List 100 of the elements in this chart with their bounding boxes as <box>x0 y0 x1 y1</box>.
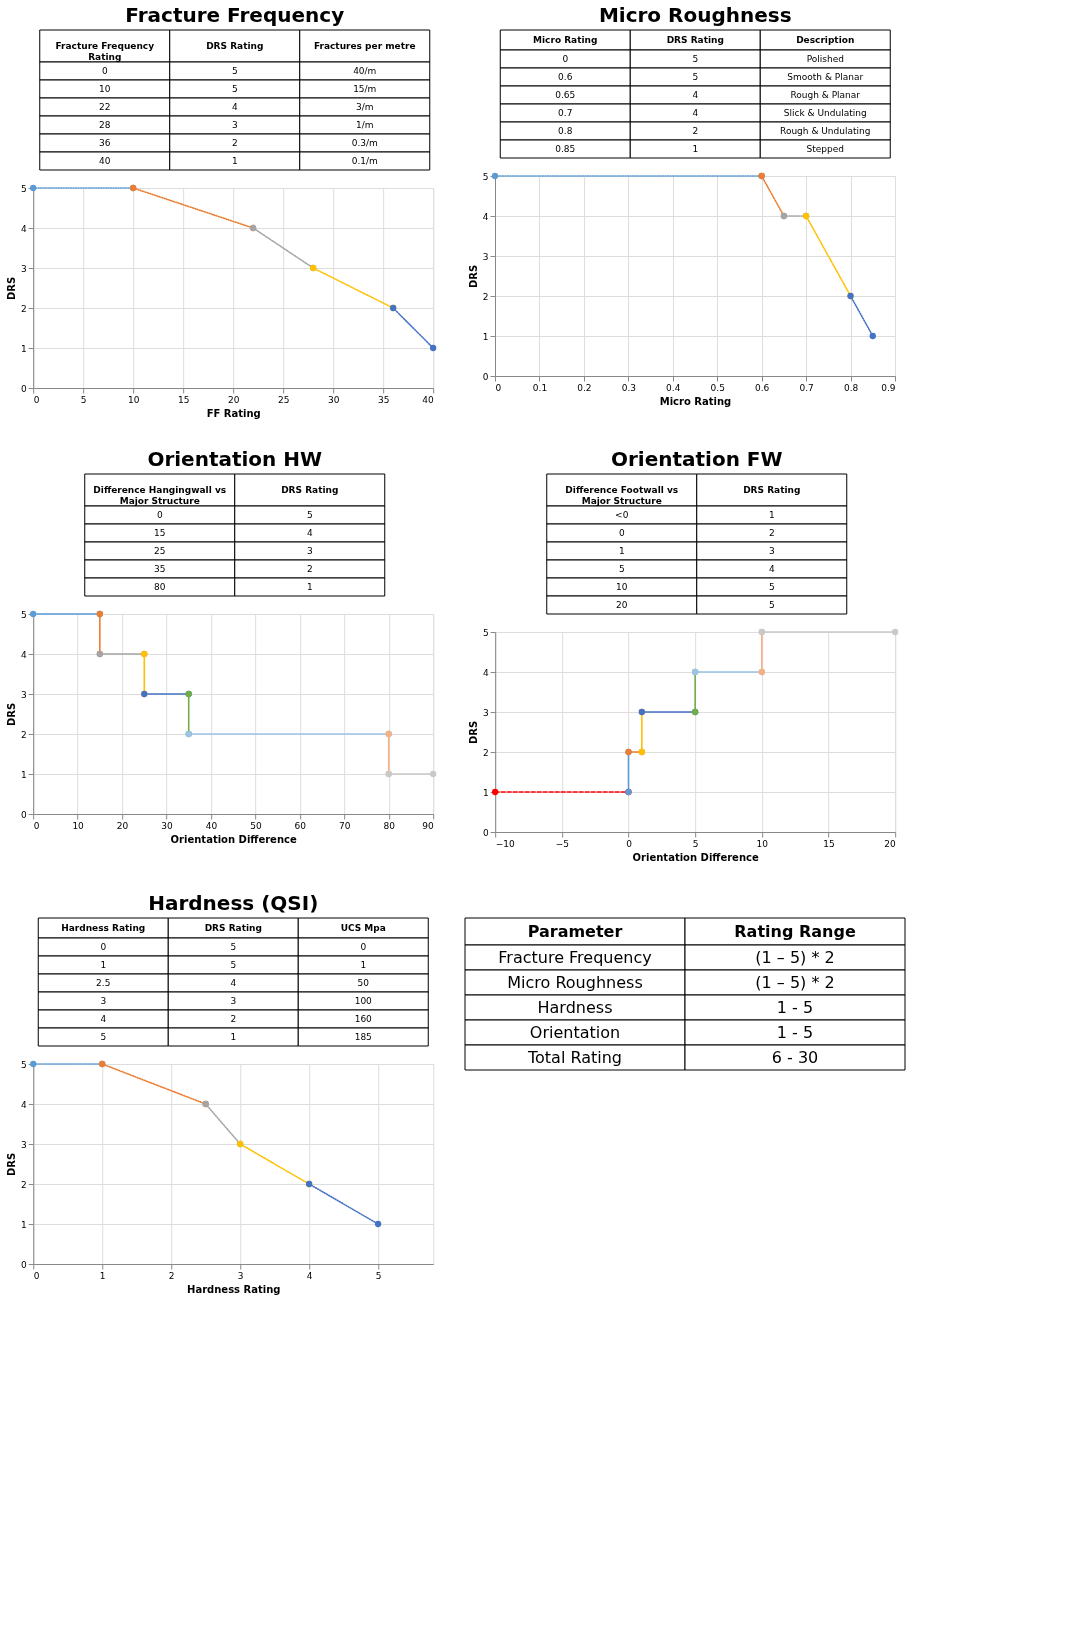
x-tick-label: 90 <box>422 820 434 831</box>
y-tick-label: 0 <box>20 809 27 820</box>
text: 1 <box>230 1032 237 1042</box>
text: 5 <box>230 942 237 952</box>
text: 35 <box>154 564 166 574</box>
x-tick-label: 40 <box>422 394 434 405</box>
text: 3 <box>768 546 775 556</box>
text: 1 <box>768 510 775 520</box>
category-label: DRS Rating <box>281 485 339 495</box>
text: 15 <box>154 528 166 538</box>
text: 2 <box>306 564 313 574</box>
text: Slick & Undulating <box>783 108 867 118</box>
x-tick-label: 30 <box>161 820 173 831</box>
text: 5 <box>306 510 313 520</box>
text: 0 <box>101 66 108 76</box>
text: 160 <box>354 1014 373 1024</box>
category-label: Rating Range <box>734 921 856 941</box>
y-tick-label: 5 <box>20 183 27 194</box>
text: Smooth & Planar <box>787 72 864 82</box>
y-tick-label: 5 <box>21 1059 27 1070</box>
text: 10 <box>99 84 111 94</box>
text: 5 <box>768 600 775 610</box>
text: Rough & Planar <box>790 90 861 100</box>
y-tick-label: 0 <box>482 371 489 382</box>
x-tick-label: 4 <box>306 1270 313 1281</box>
text: 0.6 <box>558 72 573 82</box>
x-tick-label: 1 <box>99 1270 106 1281</box>
text: 3 <box>306 546 313 556</box>
text: 1 <box>306 582 313 592</box>
text: <0 <box>615 510 629 520</box>
text: 1 <box>231 156 238 166</box>
y-tick-label: 4 <box>21 1099 28 1110</box>
text: 2 <box>692 126 699 136</box>
x-tick-label: 70 <box>339 820 351 831</box>
text: 0.7 <box>558 108 573 118</box>
text: 0.3/m <box>351 138 378 148</box>
x-tick-label: 30 <box>327 394 340 405</box>
text: 1 <box>618 546 625 556</box>
text: 36 <box>99 138 111 148</box>
y-tick-label: 4 <box>20 649 27 660</box>
category-label: Micro Rating <box>533 35 598 45</box>
y-tick-label: 5 <box>20 609 27 620</box>
y-tick-label: 4 <box>482 211 489 222</box>
text: 5 <box>618 564 625 574</box>
text: 3 <box>231 120 238 130</box>
y-tick-label: 3 <box>20 263 27 274</box>
y-tick-label: 1 <box>20 343 27 354</box>
category-label: Description <box>796 35 855 45</box>
x-tick-label: 0.4 <box>666 382 681 393</box>
x-tick-label: 0 <box>626 838 633 849</box>
text: 0.1/m <box>351 156 378 166</box>
text: Micro Roughness <box>507 972 643 992</box>
text: 80 <box>154 582 166 592</box>
text: 2 <box>231 138 238 148</box>
x-tick-label: 25 <box>277 394 290 405</box>
text: (1 – 5) * 2 <box>755 947 835 967</box>
text: 4 <box>692 108 699 118</box>
x-tick-label: 35 <box>377 394 390 405</box>
x-tick-label: 80 <box>383 820 396 831</box>
x-tick-label: 60 <box>294 820 307 831</box>
x-tick-label: 0 <box>33 820 40 831</box>
text: 1 <box>692 144 699 154</box>
x-tick-label: 0 <box>495 382 502 393</box>
text: 2 <box>230 1014 237 1024</box>
y-axis-title: DRS <box>5 276 17 301</box>
text: 2 <box>768 528 775 538</box>
x-tick-label: −10 <box>495 838 515 849</box>
y-tick-label: 3 <box>20 689 27 700</box>
text: 0 <box>156 510 163 520</box>
text: 4 <box>231 102 238 112</box>
text: 0.65 <box>555 90 576 100</box>
x-tick-label: 0 <box>33 394 40 405</box>
category-label: Hardness Rating <box>61 923 146 933</box>
y-tick-label: 0 <box>21 1259 28 1270</box>
x-tick-label: 40 <box>205 820 218 831</box>
y-tick-label: 2 <box>21 1179 27 1190</box>
x-axis-title: FF Rating <box>206 407 261 419</box>
text: 10 <box>616 582 628 592</box>
category-label: DRS Rating <box>743 485 801 495</box>
y-tick-label: 2 <box>20 303 27 314</box>
x-tick-label: 10 <box>756 838 769 849</box>
x-tick-label: 5 <box>692 838 699 849</box>
category-label: DRS Rating <box>206 41 264 51</box>
text: 2.5 <box>96 978 111 988</box>
text: 5 <box>231 84 238 94</box>
y-tick-label: 1 <box>20 769 27 780</box>
text: Orientation HW <box>147 446 323 471</box>
text: 5 <box>100 1032 107 1042</box>
y-tick-label: 3 <box>21 1139 27 1150</box>
text: 5 <box>692 72 699 82</box>
category-label: DRS Rating <box>204 923 262 933</box>
text: 4 <box>692 90 699 100</box>
y-axis-title: DRS <box>467 264 479 289</box>
x-axis-title: Hardness Rating <box>187 1283 281 1295</box>
text: Rough & Undulating <box>780 126 871 136</box>
x-tick-label: 3 <box>237 1270 244 1281</box>
text: Micro Roughness <box>598 2 792 27</box>
x-tick-label: 0.7 <box>799 382 814 393</box>
x-tick-label: 20 <box>227 394 240 405</box>
text: 5 <box>231 66 238 76</box>
